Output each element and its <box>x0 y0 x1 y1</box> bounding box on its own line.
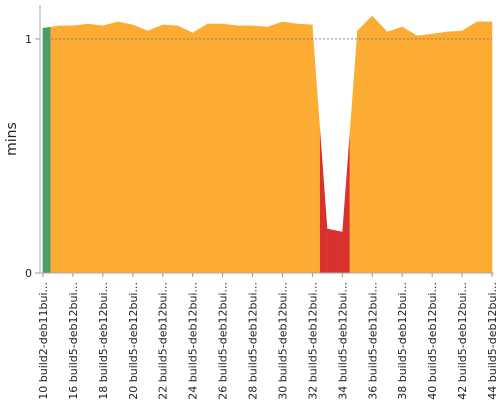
x-tick-label: #740 build5-deb12bui... <box>426 282 439 400</box>
area-transition <box>43 26 51 273</box>
x-tick-label: #738 build5-deb12bui... <box>396 282 409 400</box>
y-tick-label: 1 <box>25 33 32 46</box>
area-transition <box>50 25 58 274</box>
x-tick-label: #742 build5-deb12bui... <box>456 282 469 400</box>
area-transition <box>349 30 358 273</box>
x-tick-label: #728 build5-deb12bui... <box>247 282 260 400</box>
area <box>327 228 343 274</box>
x-tick-label: #724 build5-deb12bui... <box>187 282 200 400</box>
x-tick-label: #720 build5-deb12bui... <box>127 282 140 400</box>
x-tick-label: #730 build5-deb12bui... <box>276 282 289 400</box>
x-tick-label: #10 build2-deb11bui... <box>37 282 50 400</box>
area-transition <box>319 126 328 273</box>
area-transition <box>312 24 320 273</box>
x-tick-label: #734 build5-deb12bui... <box>336 282 349 400</box>
x-tick-label: #744 build5-deb12bui... <box>486 282 499 400</box>
x-tick-label: #718 build5-deb12bui... <box>97 282 110 400</box>
y-tick-label: 0 <box>25 267 32 280</box>
y-axis-label: mins <box>4 122 20 156</box>
area-transition <box>342 131 350 273</box>
x-tick-label: #722 build5-deb12bui... <box>157 282 170 400</box>
x-tick-label: #726 build5-deb12bui... <box>217 282 230 400</box>
x-tick-label: #716 build5-deb12bui... <box>67 282 80 400</box>
x-tick-label: #732 build5-deb12bui... <box>306 282 319 400</box>
x-tick-label: #736 build5-deb12bui... <box>366 282 379 400</box>
area <box>57 15 493 274</box>
